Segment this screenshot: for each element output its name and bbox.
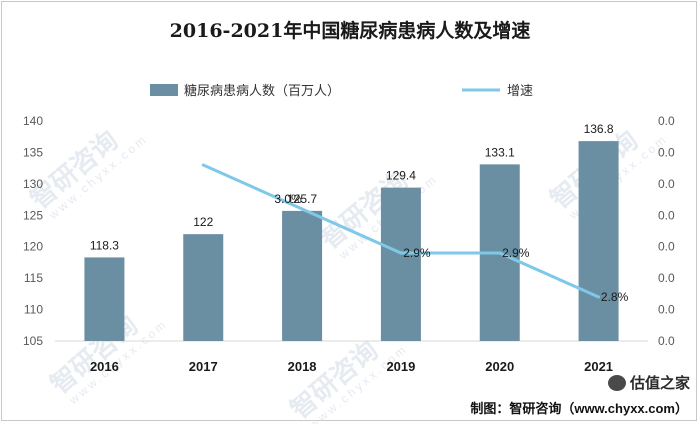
left-axis-tick: 105 <box>23 334 43 348</box>
x-axis-tick: 2016 <box>90 359 119 374</box>
brand-badge: 估值之家 <box>607 372 690 393</box>
brand-name: 估值之家 <box>629 375 690 392</box>
bar <box>84 257 125 341</box>
legend-bar-swatch <box>150 84 178 96</box>
wechat-icon <box>607 374 626 391</box>
bar-data-label: 129.4 <box>386 169 416 183</box>
growth-point <box>597 295 601 299</box>
line-series: 3.0% 2.9% 2.9% 2.8% <box>201 163 629 304</box>
legend-bar-label: 糖尿病患病人数（百万人） <box>184 83 340 98</box>
bar <box>183 234 224 341</box>
left-axis-tick: 120 <box>23 240 43 254</box>
right-axis-tick: 0.0 <box>658 240 675 254</box>
bar-data-label: 133.1 <box>485 145 515 159</box>
right-axis-tick: 0.0 <box>658 145 675 159</box>
growth-point <box>399 251 403 255</box>
source-note: 制图：智研咨询（www.chyxx.com） <box>470 401 688 416</box>
left-axis-tick: 115 <box>24 271 43 285</box>
axes: 140 135 130 125 120 115 110 105 0.0 0.0 0.0 0.0 0.0 0… <box>23 114 675 374</box>
left-axis-tick: 140 <box>23 114 43 128</box>
x-axis-tick: 2021 <box>584 359 613 374</box>
bar-series: 118.3 122 125.7 129.4 133.1 136.8 <box>84 122 619 341</box>
right-axis-tick: 0.0 <box>658 334 675 348</box>
right-axis-tick: 0.0 <box>658 303 675 317</box>
right-axis-tick: 0.0 <box>658 114 675 128</box>
right-axis-tick: 0.0 <box>658 271 675 285</box>
growth-data-label: 3.0% <box>274 192 302 206</box>
x-axis-tick: 2018 <box>288 359 317 374</box>
bar-data-label: 118.3 <box>90 238 119 252</box>
left-axis-tick: 135 <box>23 145 43 159</box>
bar-data-label: 136.8 <box>584 122 614 136</box>
right-axis-tick: 0.0 <box>658 208 675 222</box>
bar-data-label: 122 <box>193 215 213 229</box>
legend: 糖尿病患病人数（百万人） 增速 <box>150 83 533 98</box>
left-axis-tick: 110 <box>24 303 43 317</box>
x-axis-tick: 2017 <box>189 359 218 374</box>
left-axis-tick: 125 <box>23 208 43 222</box>
bar-data-label: 125.7 <box>287 192 317 206</box>
legend-line-label: 增速 <box>507 83 533 98</box>
bar <box>380 187 421 341</box>
x-axis-tick: 2019 <box>386 359 415 374</box>
growth-point <box>300 207 304 211</box>
bar <box>578 141 619 341</box>
growth-data-label: 2.8% <box>601 290 629 304</box>
growth-point <box>498 251 502 255</box>
left-axis-tick: 130 <box>23 177 43 191</box>
growth-data-label: 2.9% <box>502 246 530 260</box>
right-axis-tick: 0.0 <box>658 177 675 191</box>
bar <box>282 210 323 341</box>
growth-point <box>201 163 205 167</box>
chart-title: 2016-2021年中国糖尿病患病人数及增速 <box>170 19 531 42</box>
x-axis-tick: 2020 <box>485 359 514 374</box>
growth-data-label: 2.9% <box>403 246 431 260</box>
